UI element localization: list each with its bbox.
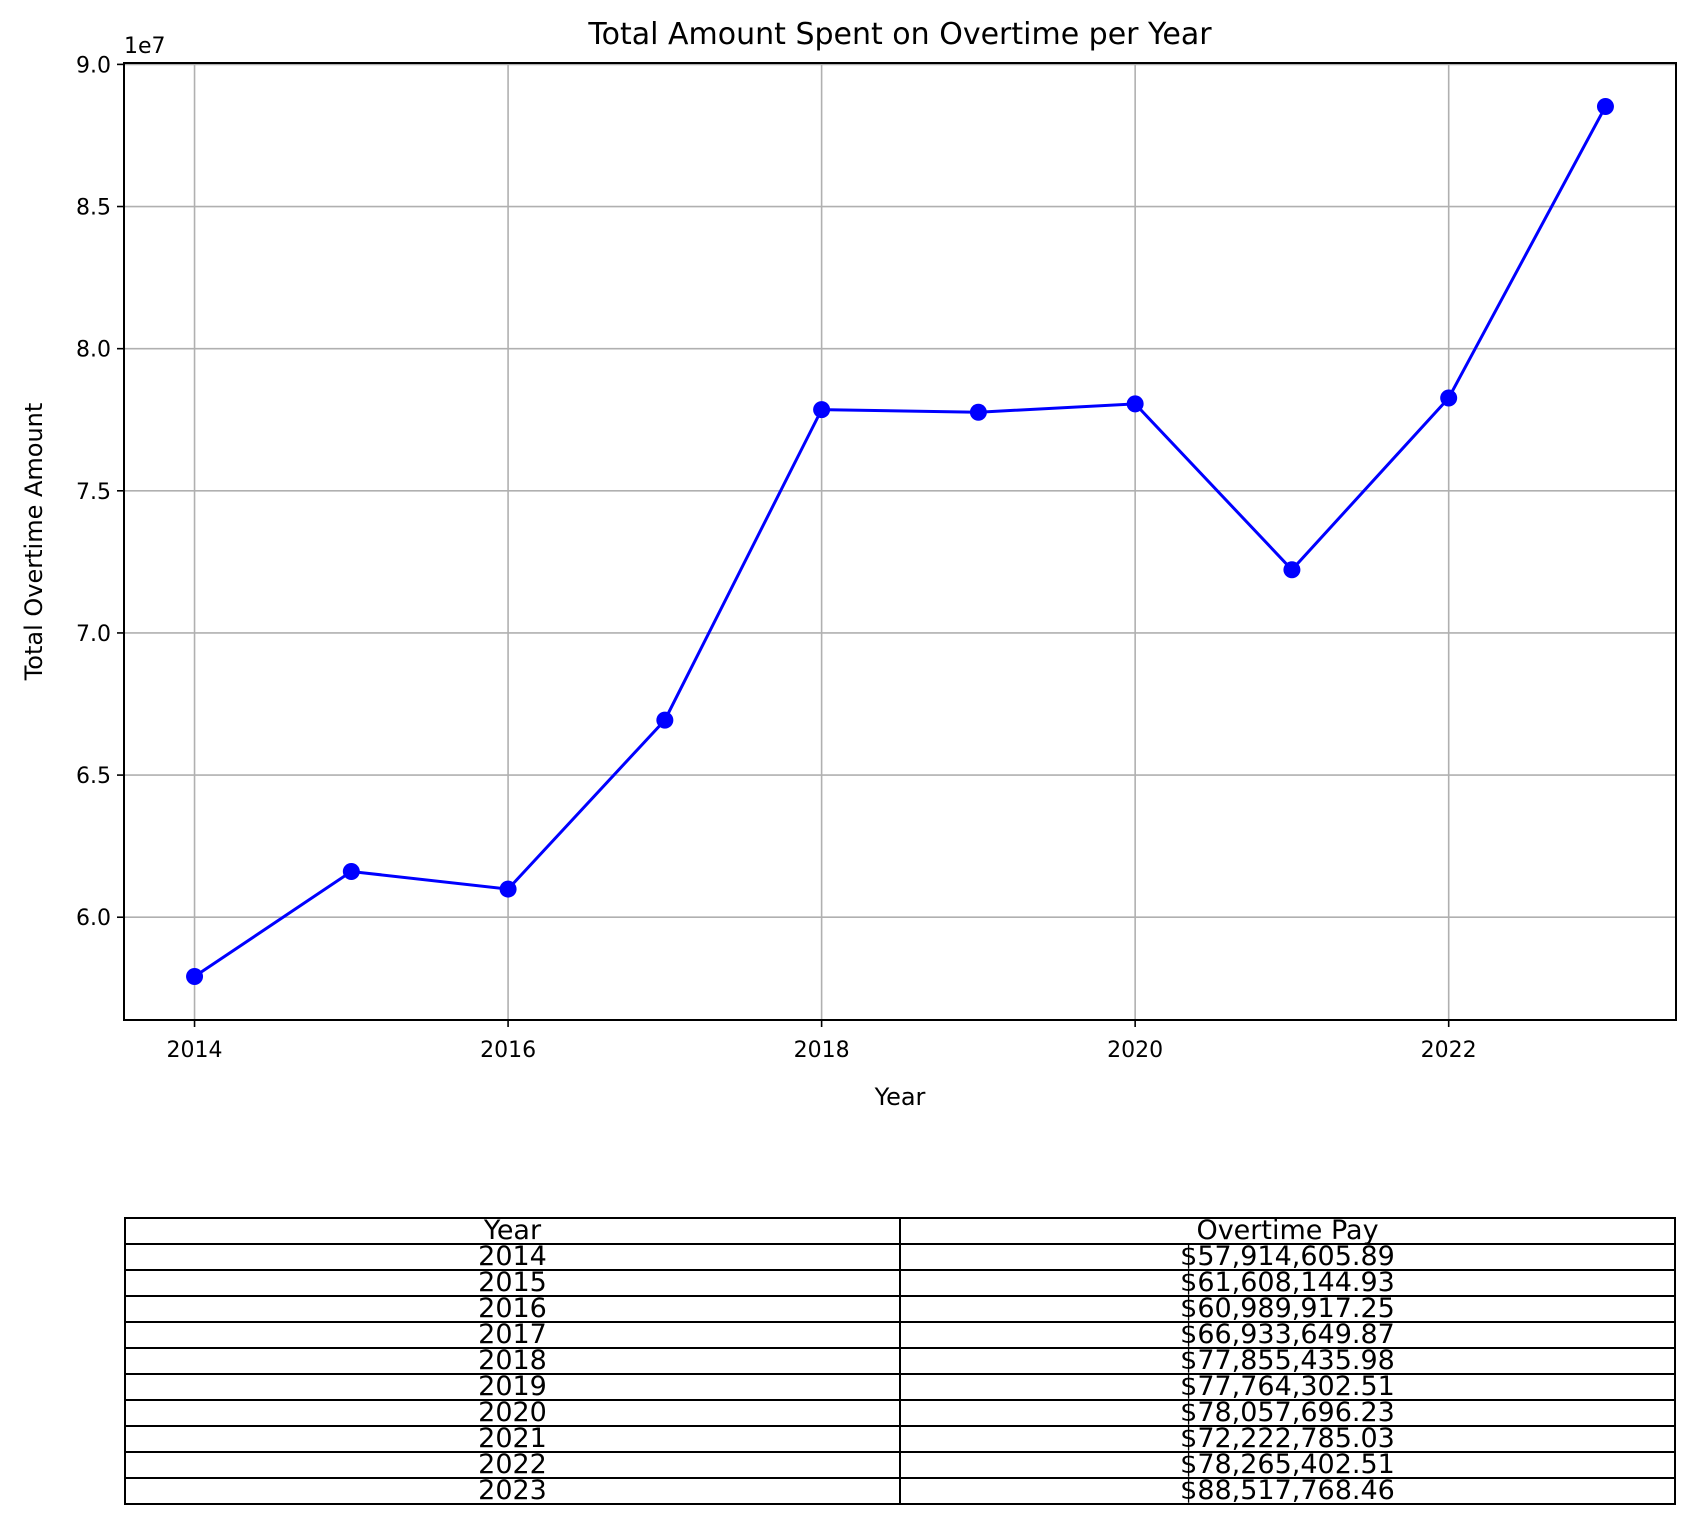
table-cell-year: 2020 [124, 1399, 901, 1427]
table-row: 2016 $60,989,917.25 [124, 1295, 1676, 1323]
table-row: 2021 $72,222,785.03 [124, 1425, 1676, 1453]
table-row: 2019 $77,764,302.51 [124, 1373, 1676, 1401]
series-line [193, 105, 1607, 978]
y-tick-label: 6.5 [76, 764, 111, 789]
x-tick-label: 2018 [794, 1038, 850, 1063]
data-point [1596, 98, 1614, 116]
table-cell-overtime-pay: $88,517,768.46 [899, 1477, 1676, 1505]
table-row: 2023 $88,517,768.46 [124, 1477, 1676, 1505]
table-cell-overtime-pay: $61,608,144.93 [899, 1269, 1676, 1297]
grid [124, 63, 1676, 1020]
table-row: 2014 $57,914,605.89 [124, 1243, 1676, 1271]
overtime-table: Year Overtime Pay 2014 $57,914,605.89 2015… [124, 1217, 1676, 1505]
table-cell-overtime-pay: $72,222,785.03 [899, 1425, 1676, 1453]
ticks: 2014 2016 2018 2020 2022 6.0 6.5 7.0 7.5 8.0 8.5 9.… [76, 53, 1477, 1063]
y-axis-label: Total Overtime Amount [20, 403, 48, 682]
data-point [499, 880, 517, 898]
table-row: 2018 $77,855,435.98 [124, 1347, 1676, 1375]
table-cell-year: 2023 [124, 1477, 901, 1505]
x-tick-label: 2014 [167, 1038, 223, 1063]
y-tick-label: 8.0 [76, 338, 111, 363]
data-point [186, 968, 204, 986]
x-tick-label: 2022 [1421, 1038, 1477, 1063]
y-axis-offset-text: 1e7 [124, 34, 166, 59]
series-layer [186, 98, 1614, 986]
plot-area-frame [123, 62, 1677, 1021]
table-cell-year: 2016 [124, 1295, 901, 1323]
data-point [1126, 395, 1144, 413]
table-row: 2017 $66,933,649.87 [124, 1321, 1676, 1349]
table-cell-overtime-pay: $77,855,435.98 [899, 1347, 1676, 1375]
x-tick-label: 2020 [1107, 1038, 1163, 1063]
table-row: 2022 $78,265,402.51 [124, 1451, 1676, 1479]
table-header-row: Year Overtime Pay [124, 1217, 1676, 1245]
data-point [656, 711, 674, 729]
table-cell-overtime-pay: $66,933,649.87 [899, 1321, 1676, 1349]
data-point [1440, 389, 1458, 407]
table-row: 2020 $78,057,696.23 [124, 1399, 1676, 1427]
table-body: 2014 $57,914,605.89 2015 $61,608,144.93 2016… [124, 1243, 1676, 1505]
data-point [1283, 561, 1301, 579]
data-point [813, 401, 831, 419]
chart-title: Total Amount Spent on Overtime per Year [587, 17, 1212, 52]
y-tick-label: 6.0 [76, 906, 111, 931]
table-cell-overtime-pay: $77,764,302.51 [899, 1373, 1676, 1401]
data-table-container: Year Overtime Pay 2014 $57,914,605.89 2015… [124, 1217, 1676, 1505]
data-point [969, 403, 987, 421]
table-cell-overtime-pay: $78,265,402.51 [899, 1451, 1676, 1479]
table-cell-overtime-pay: $57,914,605.89 [899, 1243, 1676, 1271]
table-row: 2015 $61,608,144.93 [124, 1269, 1676, 1297]
x-axis-label: Year [874, 1083, 926, 1111]
y-tick-label: 8.5 [76, 196, 111, 221]
data-point [342, 863, 360, 881]
y-tick-label: 7.0 [76, 622, 111, 647]
y-tick-label: 7.5 [76, 480, 111, 505]
y-tick-label: 9.0 [76, 53, 111, 78]
x-tick-label: 2016 [480, 1038, 536, 1063]
